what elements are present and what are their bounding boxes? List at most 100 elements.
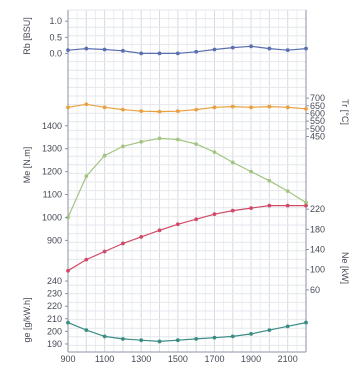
data-point-rb	[139, 51, 144, 56]
data-point-me	[121, 144, 125, 149]
data-point-rb	[212, 47, 217, 52]
data-point-ne	[102, 249, 107, 254]
data-point-ge	[157, 339, 162, 344]
y-tick-label-ne: 60	[310, 285, 320, 295]
data-point-ge	[249, 331, 253, 336]
y-tick-label-me: 1400	[42, 121, 62, 131]
series-line-tc	[67, 103, 307, 113]
y-tick-label-tc: 500	[310, 124, 325, 134]
data-point-ge	[175, 338, 180, 343]
y-tick-label-tc: 700	[310, 93, 325, 103]
y-tick-label-tc: 550	[310, 116, 325, 126]
data-point-tc	[157, 109, 162, 114]
data-point-ne	[66, 268, 70, 273]
y-tick-label-ge: 240	[47, 276, 62, 286]
data-point-rb	[157, 51, 162, 56]
y-tick-label-me: 1000	[42, 212, 62, 222]
data-point-tc	[230, 104, 235, 109]
data-point-ne	[230, 208, 235, 213]
y-tick-label-ge: 210	[47, 314, 62, 324]
axis-label-layer: Rb [BSU] Tr [°C] Me [N.m] Ne [kW] ge [g/kW.h…	[22, 17, 350, 342]
plot-grid	[67, 9, 307, 353]
data-point-tc	[175, 109, 180, 114]
data-point-ne	[157, 228, 162, 233]
y-tick-label-ge: 230	[47, 289, 62, 299]
data-point-ne	[175, 222, 180, 227]
x-tick-label: 900	[60, 354, 75, 364]
data-point-tc	[121, 107, 125, 112]
data-point-tc	[304, 106, 308, 111]
data-point-ne	[121, 241, 125, 246]
data-point-ne	[139, 234, 144, 239]
data-point-rb	[249, 44, 253, 49]
data-point-ge	[102, 334, 107, 339]
x-tick-label: 1700	[204, 354, 224, 364]
data-point-ne	[304, 203, 308, 208]
data-point-ge	[121, 337, 125, 341]
y-tick-label-me: 1300	[42, 144, 62, 154]
x-tick-label: 1300	[131, 354, 151, 364]
data-point-ge	[194, 337, 199, 341]
data-point-ne	[249, 206, 253, 211]
data-point-rb	[102, 47, 107, 52]
y-tick-label-ge: 200	[47, 326, 62, 336]
data-point-tc	[84, 102, 89, 107]
series-line-rb	[67, 45, 307, 55]
y-tick-label-tc: 650	[310, 101, 325, 111]
x-tick-label: 1900	[241, 354, 261, 364]
x-tick-label: 2100	[278, 354, 298, 364]
data-point-rb	[121, 48, 125, 53]
y-tick-label-ge: 190	[47, 339, 62, 349]
data-point-me	[102, 153, 107, 158]
y-tick-label-ne: 180	[310, 224, 325, 234]
data-point-ge	[267, 328, 272, 333]
data-point-rb	[194, 49, 199, 54]
data-point-me	[194, 142, 199, 147]
series-line-me	[67, 137, 307, 218]
data-point-me	[84, 174, 89, 179]
y-tick-label-ge: 220	[47, 301, 62, 311]
y-axis-label-rb: Rb [BSU]	[22, 17, 32, 55]
data-point-tc	[194, 107, 199, 112]
y-axis-label-tc: Tr [°C]	[340, 99, 350, 125]
data-point-me	[249, 169, 253, 174]
data-point-tc	[102, 105, 107, 110]
series-layer	[67, 45, 307, 343]
data-point-me	[304, 200, 308, 205]
y-tick-label-ne: 140	[310, 245, 325, 255]
data-point-rb	[175, 51, 180, 56]
y-tick-label-ne: 220	[310, 204, 325, 214]
y-tick-label-rb: 1.0	[49, 16, 62, 26]
data-point-rb	[304, 46, 308, 51]
data-point-tc	[249, 105, 253, 110]
data-point-me	[212, 150, 217, 155]
data-point-me	[139, 139, 144, 144]
x-tick-label: 1100	[95, 354, 114, 364]
data-point-tc	[285, 105, 290, 110]
x-tick-label: 1500	[168, 354, 188, 364]
data-point-ge	[285, 324, 290, 329]
data-point-me	[285, 189, 290, 194]
data-point-ne	[267, 203, 272, 208]
data-point-ge	[139, 338, 144, 343]
data-point-tc	[66, 105, 70, 110]
data-point-rb	[230, 45, 235, 50]
data-point-rb	[66, 48, 70, 53]
data-point-ge	[84, 328, 89, 333]
marker-layer	[66, 44, 308, 344]
y-axis-label-ne: Ne [kW]	[340, 252, 350, 284]
data-point-ge	[230, 334, 235, 339]
y-tick-label-me: 1200	[42, 167, 62, 177]
data-point-ne	[194, 217, 199, 222]
data-point-rb	[267, 46, 272, 51]
series-line-ne	[67, 205, 306, 272]
data-point-me	[230, 160, 235, 165]
y-tick-label-ne: 100	[310, 265, 325, 275]
tick-layer: 900 1100 1300 1500 1700 1900 21001.00.50.07006…	[42, 16, 325, 364]
data-point-rb	[285, 48, 290, 53]
data-point-tc	[212, 105, 217, 110]
data-point-ne	[84, 257, 89, 262]
data-point-ne	[285, 203, 290, 208]
data-point-me	[157, 136, 162, 141]
